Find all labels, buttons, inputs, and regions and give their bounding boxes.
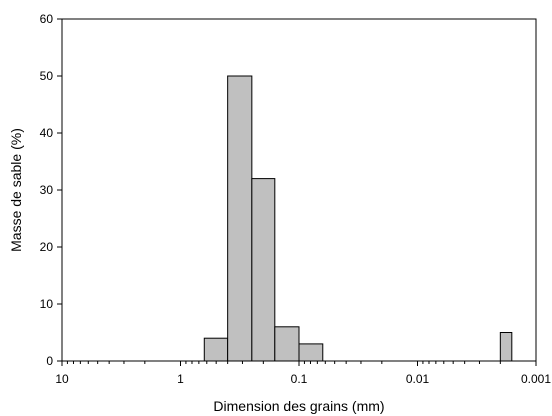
y-tick-label-3: 30 bbox=[40, 183, 54, 197]
x-tick-label-4: 0.001 bbox=[521, 372, 551, 386]
bar-5 bbox=[499, 332, 513, 362]
x-axis-label: Dimension des grains (mm) bbox=[213, 398, 384, 414]
bar-0 bbox=[203, 337, 229, 362]
x-tick-label-2: 0.1 bbox=[291, 372, 308, 386]
y-axis-label: Masse de sable (%) bbox=[8, 128, 24, 252]
y-tick-label-5: 50 bbox=[40, 69, 54, 83]
x-tick-label-1: 1 bbox=[177, 372, 184, 386]
x-tick-label-3: 0.01 bbox=[406, 372, 430, 386]
y-tick-label-1: 10 bbox=[40, 297, 54, 311]
bar-1 bbox=[227, 75, 253, 362]
plot-frame bbox=[61, 18, 537, 362]
x-tick-label-0: 10 bbox=[55, 372, 69, 386]
bar-3 bbox=[274, 326, 300, 362]
y-tick-label-0: 0 bbox=[46, 354, 53, 368]
bars bbox=[203, 75, 513, 362]
bar-2 bbox=[251, 178, 276, 362]
y-tick-label-6: 60 bbox=[40, 12, 54, 26]
bar-4 bbox=[298, 343, 324, 362]
y-tick-label-4: 40 bbox=[40, 126, 54, 140]
y-tick-label-2: 20 bbox=[40, 240, 54, 254]
